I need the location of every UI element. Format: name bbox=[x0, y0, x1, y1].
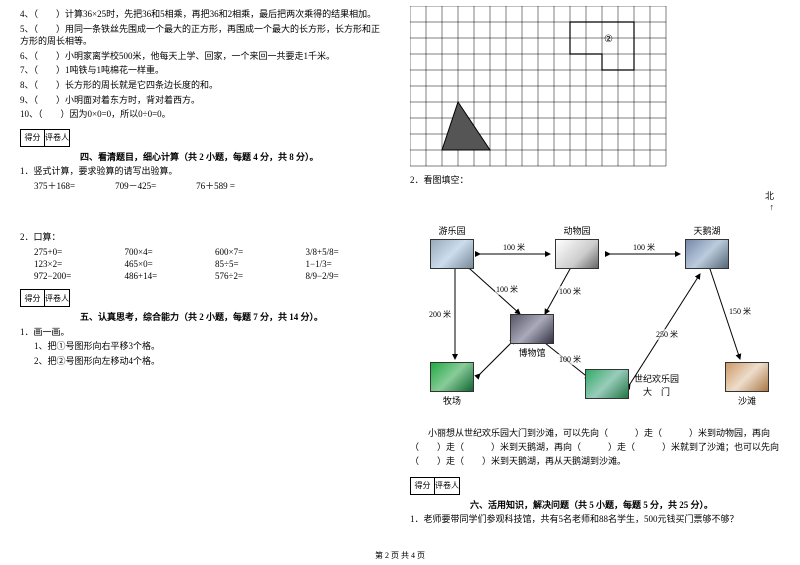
calc-cell: 275+0= bbox=[34, 247, 117, 257]
calc-cell: 123×2= bbox=[34, 259, 117, 269]
section6-title: 六、活用知识，解决问题（共 5 小题，每题 5 分，共 25 分）。 bbox=[470, 499, 780, 512]
tf-q5: 5、（ ）用同一条铁丝先围成一个最大的正方形，再围成一个最大的长方形，长方形和正… bbox=[20, 23, 388, 48]
sec5-paragraph: 小丽想从世纪欢乐园大门到沙滩，可以先向（ ）走（ ）米到动物园，再向（ ）走（ … bbox=[410, 426, 780, 469]
reviewer-label: 评卷人 bbox=[45, 290, 69, 306]
calc-cell: 3/8+5/8= bbox=[306, 247, 389, 257]
dist-label: 200 米 bbox=[428, 309, 452, 320]
section4-title: 四、看清题目，细心计算（共 2 小题，每题 4 分，共 8 分）。 bbox=[80, 151, 388, 164]
photo-icon bbox=[510, 314, 554, 344]
section5-title: 五、认真思考，综合能力（共 2 小题，每题 7 分，共 14 分）。 bbox=[80, 311, 388, 324]
right-column: ② 2．看图填空： 北 ↑ 游乐园 动物园 天鹅湖 博物馆 牧场 bbox=[410, 6, 780, 528]
north-indicator: 北 ↑ bbox=[410, 189, 780, 212]
calc-cell: 600×7= bbox=[215, 247, 298, 257]
sec4-sub2: 2．口算： bbox=[20, 231, 388, 244]
calc-item: 76＋589 = bbox=[196, 180, 235, 193]
node-amusement: 游乐园 bbox=[430, 224, 474, 271]
calc-cell: 465×0= bbox=[125, 259, 208, 269]
photo-icon bbox=[430, 239, 474, 269]
photo-icon bbox=[555, 239, 599, 269]
page-footer: 第 2 页 共 4 页 bbox=[0, 550, 800, 561]
calc-item: 709－425= bbox=[115, 180, 156, 193]
node-swanlake: 天鹅湖 bbox=[685, 224, 729, 271]
calc-cell: 576÷2= bbox=[215, 271, 298, 281]
north-arrow-icon: ↑ bbox=[770, 202, 775, 212]
node-ranch: 牧场 bbox=[430, 362, 474, 409]
calc-item: 375＋168= bbox=[34, 180, 75, 193]
node-gate-label: 世纪欢乐园 大 门 bbox=[634, 372, 679, 398]
score-box-4: 得分 评卷人 bbox=[20, 129, 70, 147]
dist-label: 100 米 bbox=[558, 286, 582, 297]
north-label: 北 bbox=[765, 191, 774, 201]
score-label: 得分 bbox=[21, 290, 45, 306]
sec4-sub1: 1．竖式计算，要求验算的请写出验算。 bbox=[20, 165, 388, 178]
calc-cell: 972−200= bbox=[34, 271, 117, 281]
dist-label: 100 米 bbox=[632, 242, 656, 253]
node-gate bbox=[585, 369, 629, 401]
tf-q7: 7、（ ）1吨铁与1吨棉花一样重。 bbox=[20, 64, 388, 77]
node-beach: 沙滩 bbox=[725, 362, 769, 409]
sec6-q1: 1．老师要带同学们参观科技馆，共有5名老师和88名学生，500元钱买门票够不够？ bbox=[410, 513, 780, 526]
section4-header: 得分 评卷人 bbox=[20, 129, 388, 147]
calc-cell: 1−1/3= bbox=[306, 259, 389, 269]
tf-q9: 9、（ ）小明面对着东方时，背对着西方。 bbox=[20, 94, 388, 107]
dist-label: 100 米 bbox=[502, 242, 526, 253]
sec4-row1: 375＋168= 709－425= 76＋589 = bbox=[34, 180, 388, 193]
sec5-a: 1、把①号图形向右平移3个格。 bbox=[34, 340, 388, 353]
score-box-5: 得分 评卷人 bbox=[20, 289, 70, 307]
reviewer-label: 评卷人 bbox=[435, 478, 459, 494]
node-zoo: 动物园 bbox=[555, 224, 599, 271]
photo-icon bbox=[725, 362, 769, 392]
map-figure: 游乐园 动物园 天鹅湖 博物馆 牧场 世纪欢乐园 大 门 沙滩 100 米 10… bbox=[410, 214, 780, 424]
score-label: 得分 bbox=[411, 478, 435, 494]
tf-q10: 10、（ ）因为0×0=0，所以0÷0=0。 bbox=[20, 108, 388, 121]
score-label: 得分 bbox=[21, 130, 45, 146]
tf-q4: 4、（ ）计算36×25时，先把36和5相乘，再把36和2相乘，最后把两次乘得的… bbox=[20, 8, 388, 21]
sec5-b: 2、把②号图形向左移动4个格。 bbox=[34, 355, 388, 368]
section6-header: 得分 评卷人 bbox=[410, 477, 780, 495]
dist-label: 150 米 bbox=[728, 306, 752, 317]
section5-header: 得分 评卷人 bbox=[20, 289, 388, 307]
dist-label: 100 米 bbox=[495, 284, 519, 295]
oral-calc-grid: 275+0= 700×4= 600×7= 3/8+5/8= 123×2= 465… bbox=[34, 247, 388, 281]
calc-cell: 8/9−2/9= bbox=[306, 271, 389, 281]
score-box-6: 得分 评卷人 bbox=[410, 477, 460, 495]
svg-text:②: ② bbox=[604, 34, 613, 45]
grid-figure: ② bbox=[410, 6, 670, 170]
dist-label: 250 米 bbox=[655, 329, 679, 340]
tf-q6: 6、（ ）小明家离学校500米，他每天上学、回家，一个来回一共要走1千米。 bbox=[20, 50, 388, 63]
dist-label: 100 米 bbox=[558, 354, 582, 365]
photo-icon bbox=[585, 369, 629, 399]
reviewer-label: 评卷人 bbox=[45, 130, 69, 146]
left-column: 4、（ ）计算36×25时，先把36和5相乘，再把36和2相乘，最后把两次乘得的… bbox=[20, 6, 388, 528]
calc-cell: 85÷5= bbox=[215, 259, 298, 269]
tf-q8: 8、（ ）长方形的周长就是它四条边长度的和。 bbox=[20, 79, 388, 92]
node-museum: 博物馆 bbox=[510, 314, 554, 361]
photo-icon bbox=[430, 362, 474, 392]
calc-cell: 486+14= bbox=[125, 271, 208, 281]
photo-icon bbox=[685, 239, 729, 269]
sec5-sub1: 1．画一画。 bbox=[20, 326, 388, 339]
calc-cell: 700×4= bbox=[125, 247, 208, 257]
sec5-sub2: 2．看图填空： bbox=[410, 174, 780, 187]
